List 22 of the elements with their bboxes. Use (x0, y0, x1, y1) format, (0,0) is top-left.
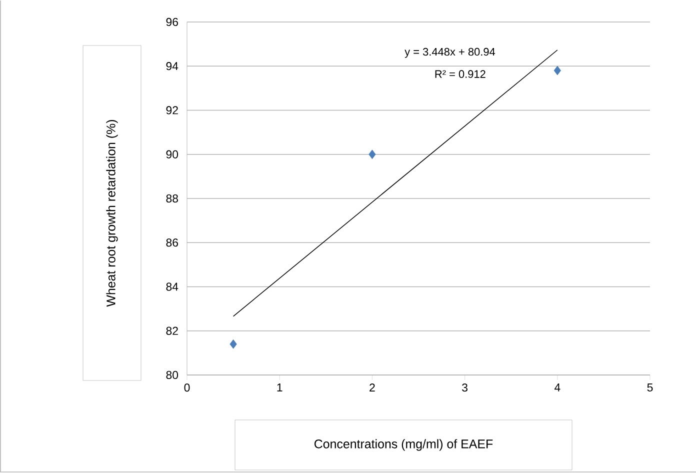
annotation: R² = 0.912 (435, 70, 486, 78)
y-tick-label: 82 (166, 326, 178, 335)
x-axis-title: Concentrations (mg/ml) of EAEF (314, 439, 493, 451)
x-tick-label: 3 (462, 384, 468, 392)
y-axis-title: Wheat root growth retardation (%) (106, 120, 118, 307)
point (554, 66, 561, 76)
y-tick-label: 94 (166, 62, 178, 70)
y-tick-label: 80 (166, 370, 178, 380)
y-tick-label: 88 (166, 194, 178, 203)
x-tick-label: 2 (370, 384, 375, 392)
point (230, 339, 237, 349)
y-tick-label: 84 (166, 282, 178, 291)
x-tick-label: 0 (184, 384, 190, 392)
y-tick-label: 96 (166, 18, 178, 26)
x-tick-label: 1 (277, 384, 282, 392)
point (368, 150, 376, 160)
annotation: y = 3.448x + 80.94 (404, 48, 496, 58)
y-tick-label: 86 (166, 238, 178, 247)
x-tick-label: 4 (554, 384, 560, 392)
x-tick-label: 5 (647, 384, 653, 392)
y-tick-label: 90 (166, 150, 178, 158)
y-tick-label: 92 (166, 106, 178, 114)
